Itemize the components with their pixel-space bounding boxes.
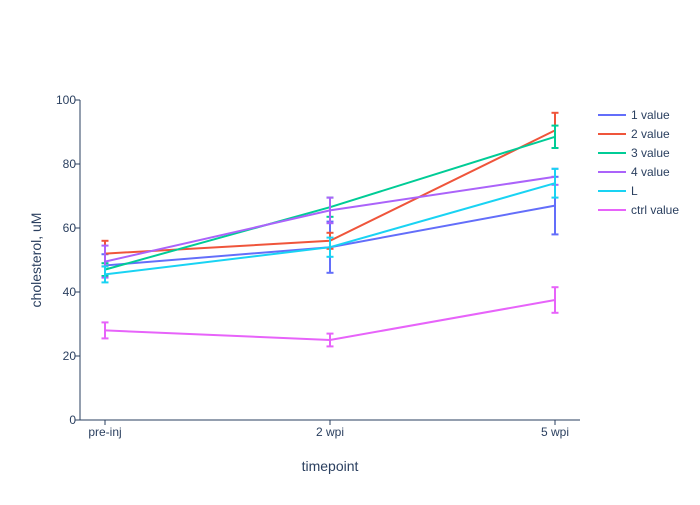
y-tick-label: 20 xyxy=(63,349,77,363)
series-layer xyxy=(101,111,559,348)
y-tick-label: 100 xyxy=(56,93,76,107)
x-tick-label: 2 wpi xyxy=(316,425,344,439)
legend-item-label: L xyxy=(631,184,638,198)
y-tick-label: 0 xyxy=(69,413,76,427)
y-tick-label: 80 xyxy=(63,157,77,171)
y-tick-label: 40 xyxy=(63,285,77,299)
series-5 xyxy=(101,167,559,284)
x-tick-label: pre-inj xyxy=(88,425,121,439)
x-tick-label: 5 wpi xyxy=(541,425,569,439)
legend-item-label: 1 value xyxy=(631,108,670,122)
legend-item-label: ctrl value xyxy=(631,203,679,217)
series-6 xyxy=(101,286,559,348)
y-axis-ticks: 0 20 40 60 80 100 xyxy=(56,93,80,427)
legend-item-label: 4 value xyxy=(631,165,670,179)
x-axis-ticks: pre-inj 2 wpi 5 wpi xyxy=(88,420,569,439)
legend-item-label: 3 value xyxy=(631,146,670,160)
y-axis-title: cholesterol, uM xyxy=(28,213,44,308)
series-1 xyxy=(101,175,559,278)
legend-item-label: 2 value xyxy=(631,127,670,141)
y-tick-label: 60 xyxy=(63,221,77,235)
x-axis-title: timepoint xyxy=(302,458,359,474)
